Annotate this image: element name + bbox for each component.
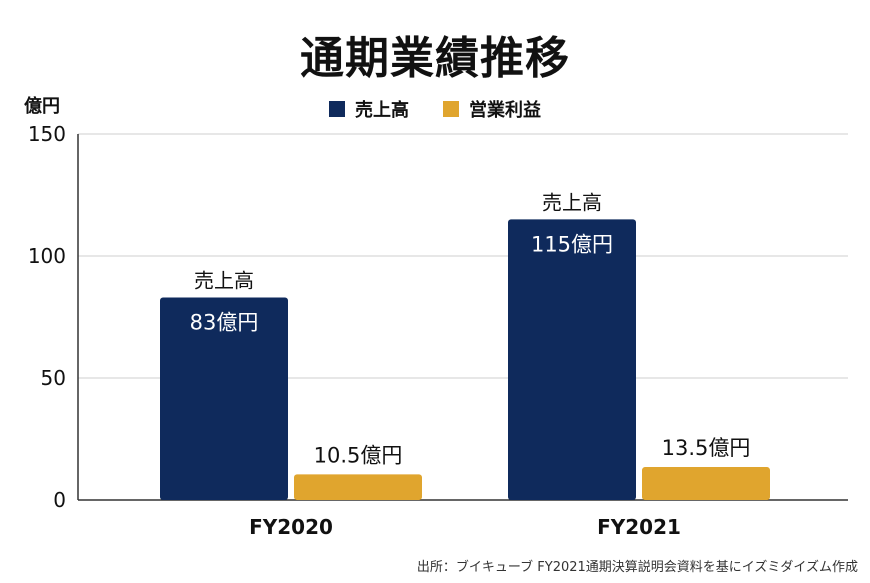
- bar-operating-profit: [642, 467, 770, 500]
- y-tick-label: 100: [28, 244, 66, 268]
- y-tick-label: 50: [41, 366, 66, 390]
- legend-item-operating-profit: 営業利益: [443, 96, 541, 122]
- legend-label-sales: 売上高: [355, 100, 409, 121]
- data-label-sales: 83億円: [190, 310, 259, 334]
- legend-item-sales: 売上高: [329, 96, 409, 122]
- legend: 売上高 営業利益: [0, 96, 870, 122]
- data-label-sales: 115億円: [531, 232, 613, 256]
- y-axis-unit-label: 億円: [24, 96, 60, 117]
- legend-label-operating-profit: 営業利益: [469, 100, 541, 121]
- y-tick-label: 150: [28, 122, 66, 146]
- y-tick-label: 0: [53, 488, 66, 512]
- data-label-operating-profit: 10.5億円: [314, 443, 403, 467]
- bar-top-label: 売上高: [194, 268, 254, 292]
- bar-top-label: 売上高: [542, 190, 602, 214]
- legend-swatch-operating-profit: [443, 101, 459, 117]
- bar-operating-profit: [294, 474, 422, 500]
- chart-title: 通期業績推移: [300, 33, 570, 84]
- x-tick-label: FY2020: [249, 515, 333, 539]
- bar-sales: [160, 297, 288, 500]
- x-tick-label: FY2021: [597, 515, 681, 539]
- bar-sales: [508, 219, 636, 500]
- data-label-operating-profit: 13.5億円: [662, 436, 751, 460]
- source-note: 出所：ブイキューブ FY2021通期決算説明会資料を基にイズミダイズム作成: [416, 560, 858, 575]
- legend-swatch-sales: [329, 101, 345, 117]
